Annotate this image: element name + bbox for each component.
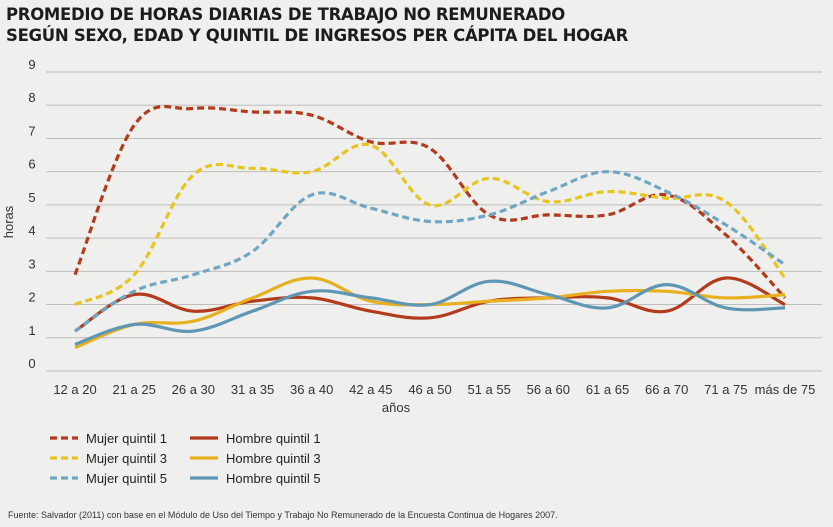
x-tick-label: 12 a 20 bbox=[53, 382, 96, 397]
y-tick-label: 3 bbox=[28, 256, 35, 271]
series-line-4 bbox=[74, 170, 786, 333]
x-tick-label: 36 a 40 bbox=[290, 382, 333, 397]
chart-title: PROMEDIO DE HORAS DIARIAS DE TRABAJO NO … bbox=[6, 4, 628, 46]
legend-label: Mujer quintil 5 bbox=[86, 471, 167, 486]
x-tick-label: 46 a 50 bbox=[408, 382, 451, 397]
y-tick-label: 5 bbox=[28, 190, 35, 205]
y-tick-label: 9 bbox=[28, 57, 35, 72]
x-tick-label: 31 a 35 bbox=[231, 382, 274, 397]
legend-label: Mujer quintil 1 bbox=[86, 431, 167, 446]
grid-lines bbox=[46, 71, 822, 372]
x-tick-label: 51 a 55 bbox=[467, 382, 510, 397]
y-tick-label: 2 bbox=[28, 290, 35, 305]
x-tick-label: 42 a 45 bbox=[349, 382, 392, 397]
source-note: Fuente: Salvador (2011) con base en el M… bbox=[8, 510, 558, 520]
x-tick-labels: 12 a 20 21 a 25 26 a 30 31 a 35 36 a 40 42 a … bbox=[53, 382, 815, 397]
y-tick-label: 7 bbox=[28, 123, 35, 138]
series-line-5 bbox=[74, 279, 786, 346]
x-axis-label: años bbox=[382, 400, 411, 415]
y-tick-label: 8 bbox=[28, 90, 35, 105]
series-lines bbox=[73, 105, 787, 350]
series-line-1 bbox=[74, 276, 786, 333]
y-tick-label: 1 bbox=[28, 323, 35, 338]
y-tick-labels: 0 1 2 3 4 5 6 7 8 9 bbox=[28, 57, 35, 371]
chart-title-line-2: SEGÚN SEXO, EDAD Y QUINTIL DE INGRESOS P… bbox=[6, 26, 629, 45]
x-tick-label: 56 a 60 bbox=[527, 382, 570, 397]
x-tick-label: 21 a 25 bbox=[112, 382, 155, 397]
legend-label: Mujer quintil 3 bbox=[86, 451, 167, 466]
x-tick-label: 71 a 75 bbox=[704, 382, 747, 397]
series-line-0 bbox=[73, 105, 787, 299]
legend-label: Hombre quintil 5 bbox=[226, 471, 321, 486]
chart-title-line-1: PROMEDIO DE HORAS DIARIAS DE TRABAJO NO … bbox=[6, 5, 565, 24]
x-tick-label: más de 75 bbox=[755, 382, 816, 397]
series-line-2 bbox=[74, 142, 787, 307]
y-axis-label: horas bbox=[1, 205, 16, 238]
legend-label: Hombre quintil 3 bbox=[226, 451, 321, 466]
series-line-3 bbox=[74, 276, 786, 350]
legend-label: Hombre quintil 1 bbox=[226, 431, 321, 446]
x-tick-label: 26 a 30 bbox=[172, 382, 215, 397]
x-tick-label: 66 a 70 bbox=[645, 382, 688, 397]
y-tick-label: 0 bbox=[28, 356, 35, 371]
y-tick-label: 6 bbox=[28, 157, 35, 172]
y-tick-label: 4 bbox=[28, 223, 35, 238]
legend: Mujer quintil 1 Hombre quintil 1 Mujer qui… bbox=[50, 431, 321, 486]
x-tick-label: 61 a 65 bbox=[586, 382, 629, 397]
